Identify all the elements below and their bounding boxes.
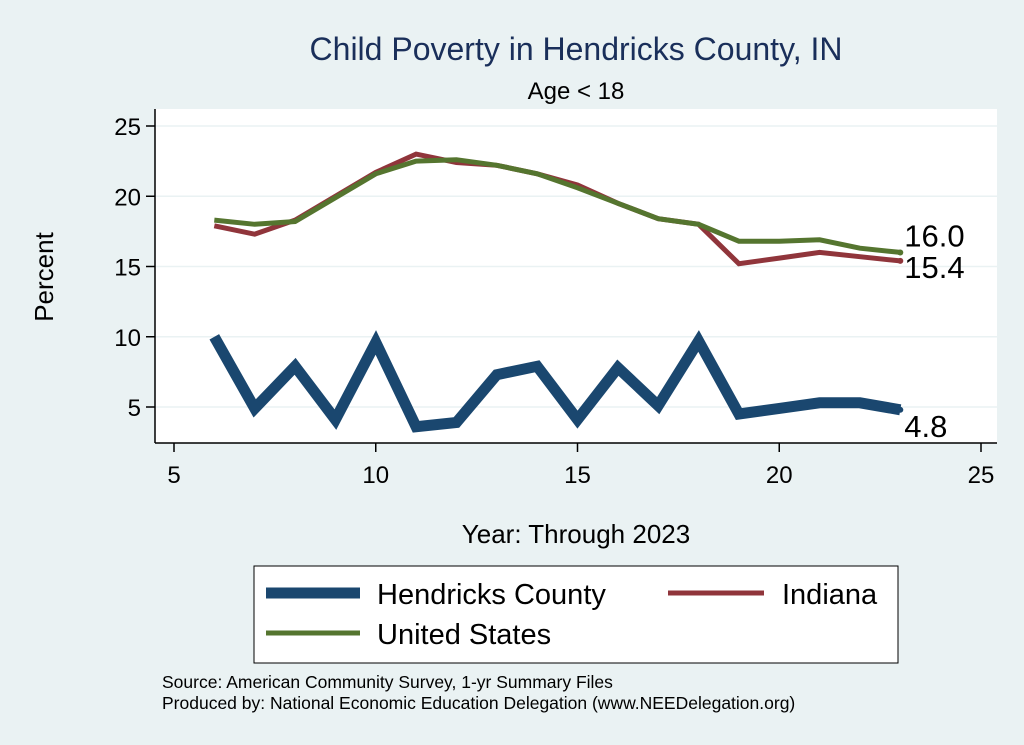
chart-title: Child Poverty in Hendricks County, IN	[310, 31, 843, 67]
x-tick-label: 20	[766, 462, 793, 489]
series-lines	[209, 151, 902, 433]
legend-label-hendricks: Hendricks County	[377, 579, 606, 611]
chart-subtitle: Age < 18	[528, 78, 625, 105]
end-marker-united-states	[897, 249, 904, 256]
end-label-hendricks-county: 4.8	[904, 409, 947, 444]
x-tick-label: 25	[968, 462, 995, 489]
legend-label-united-states: United States	[377, 619, 551, 651]
legend-box	[253, 565, 899, 664]
legend: Hendricks County Indiana United States	[253, 565, 899, 664]
end-label-united-states: 16.0	[904, 218, 964, 253]
x-tick-label: 15	[564, 462, 591, 489]
producer-line: Produced by: National Economic Education…	[162, 693, 795, 713]
y-tick-label: 20	[114, 184, 141, 211]
y-tick-label: 15	[114, 255, 141, 282]
y-tick-label: 10	[114, 325, 141, 352]
y-tick-label: 5	[128, 395, 141, 422]
end-marker-hendricks-county	[897, 406, 904, 413]
series-line-hendricks-county	[209, 330, 902, 433]
end-marker-indiana	[897, 257, 904, 264]
x-tick-label: 5	[167, 462, 180, 489]
x-tick-label: 10	[362, 462, 389, 489]
series-line-united-states	[214, 157, 901, 255]
end-label-indiana: 15.4	[904, 250, 964, 285]
y-tick-label: 25	[114, 114, 141, 141]
axis-ticks: 5 10 15 20 25 5 10 15 20 25	[114, 114, 994, 489]
y-axis-title: Percent	[29, 231, 59, 321]
end-labels: 4.8 15.416.0	[897, 218, 965, 444]
plot-area	[155, 109, 997, 443]
source-line: Source: American Community Survey, 1-yr …	[162, 672, 613, 692]
legend-label-indiana: Indiana	[782, 579, 878, 611]
x-axis-title: Year: Through 2023	[462, 519, 690, 549]
